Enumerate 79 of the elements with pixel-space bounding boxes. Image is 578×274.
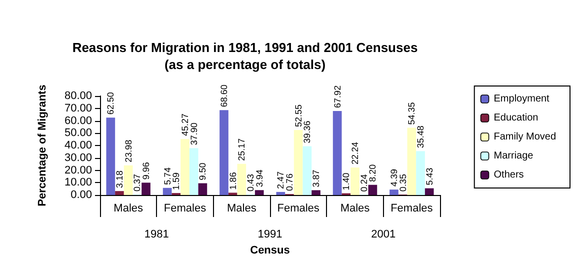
data-label: 1.40	[341, 172, 352, 190]
bar	[368, 184, 378, 195]
bar	[115, 191, 124, 195]
data-label: 54.35	[406, 102, 417, 125]
bar	[124, 165, 133, 195]
data-label: 3.94	[254, 170, 264, 188]
data-label: 0.76	[284, 174, 294, 192]
x-tick-label: Females	[164, 202, 207, 214]
data-label: 23.98	[123, 140, 134, 162]
bar	[294, 130, 303, 195]
data-label: 2.47	[276, 171, 286, 189]
x-tick-label: Females	[390, 202, 434, 214]
data-label: 5.43	[424, 168, 434, 186]
y-tick-label: 20.00	[64, 164, 92, 176]
bar	[407, 128, 416, 195]
data-label: 39.36	[302, 120, 312, 144]
bar	[416, 151, 425, 195]
data-label: 35.48	[416, 126, 426, 148]
bar	[424, 188, 434, 195]
data-label: 52.55	[293, 104, 304, 127]
bar	[106, 118, 116, 195]
y-tick-label: 10.00	[64, 176, 92, 189]
data-label: 45.27	[180, 113, 190, 136]
y-axis-title: Percentage of Migrants	[36, 84, 48, 206]
legend-label: Others	[494, 170, 524, 180]
data-label: 0.24	[358, 174, 369, 192]
data-label: 8.20	[368, 164, 378, 182]
data-label: 1.59	[171, 172, 182, 190]
bar	[237, 164, 246, 195]
x-tick-label: Males	[114, 202, 144, 214]
legend-label: Marriage	[494, 150, 534, 162]
chart-title: Reasons for Migration in 1981, 1991 and 2001 Censuses	[72, 40, 418, 55]
data-label: 25.17	[236, 138, 247, 161]
bar	[302, 146, 312, 195]
data-label: 1.86	[228, 172, 238, 190]
bar	[276, 192, 286, 195]
bar	[220, 110, 228, 195]
bar	[350, 167, 360, 195]
data-label: 0.37	[132, 174, 142, 192]
bar	[142, 182, 150, 195]
data-label: 3.87	[311, 170, 322, 188]
text: 2001	[371, 228, 396, 240]
bar	[189, 148, 198, 195]
data-label: 5.74	[162, 167, 172, 185]
legend-label: Education	[494, 112, 538, 124]
legend-label: Employment	[494, 94, 550, 104]
x-axis-title: Census	[250, 244, 290, 256]
y-tick-label: 80.00	[64, 90, 92, 102]
chart-subtitle: (as a percentage of totals)	[164, 57, 326, 72]
y-tick-label: 50.00	[64, 127, 92, 140]
data-label: 3.18	[114, 170, 124, 188]
data-label: 68.60	[218, 84, 229, 108]
y-tick-label: 30.00	[64, 152, 92, 164]
bar	[198, 183, 208, 195]
text: 1981	[144, 228, 169, 240]
y-tick-label: 60.00	[64, 114, 92, 127]
y-tick-label: 40.00	[64, 140, 92, 152]
text: 1991	[258, 228, 282, 240]
bar	[254, 190, 264, 195]
data-label: 0.35	[398, 174, 408, 192]
bar	[332, 110, 342, 195]
x-tick-label: Males	[340, 202, 370, 214]
x-tick-label: Females	[277, 202, 320, 214]
y-tick-label: 70.00	[64, 102, 92, 114]
bar	[312, 190, 320, 195]
data-label: 37.90	[188, 122, 199, 146]
bar	[162, 188, 172, 195]
data-label: 0.43	[246, 174, 256, 192]
legend-label: Family Moved	[494, 132, 556, 142]
data-label: 67.92	[332, 85, 342, 108]
data-label: 62.50	[106, 92, 116, 115]
data-label: 22.24	[350, 142, 360, 164]
data-label: 4.39	[388, 169, 399, 187]
bar	[180, 138, 190, 195]
y-tick-label: 0.00	[70, 189, 92, 201]
data-label: 9.50	[198, 162, 208, 180]
x-tick-label: Males	[226, 202, 257, 214]
bar	[390, 190, 398, 195]
data-label: 9.96	[141, 162, 152, 180]
